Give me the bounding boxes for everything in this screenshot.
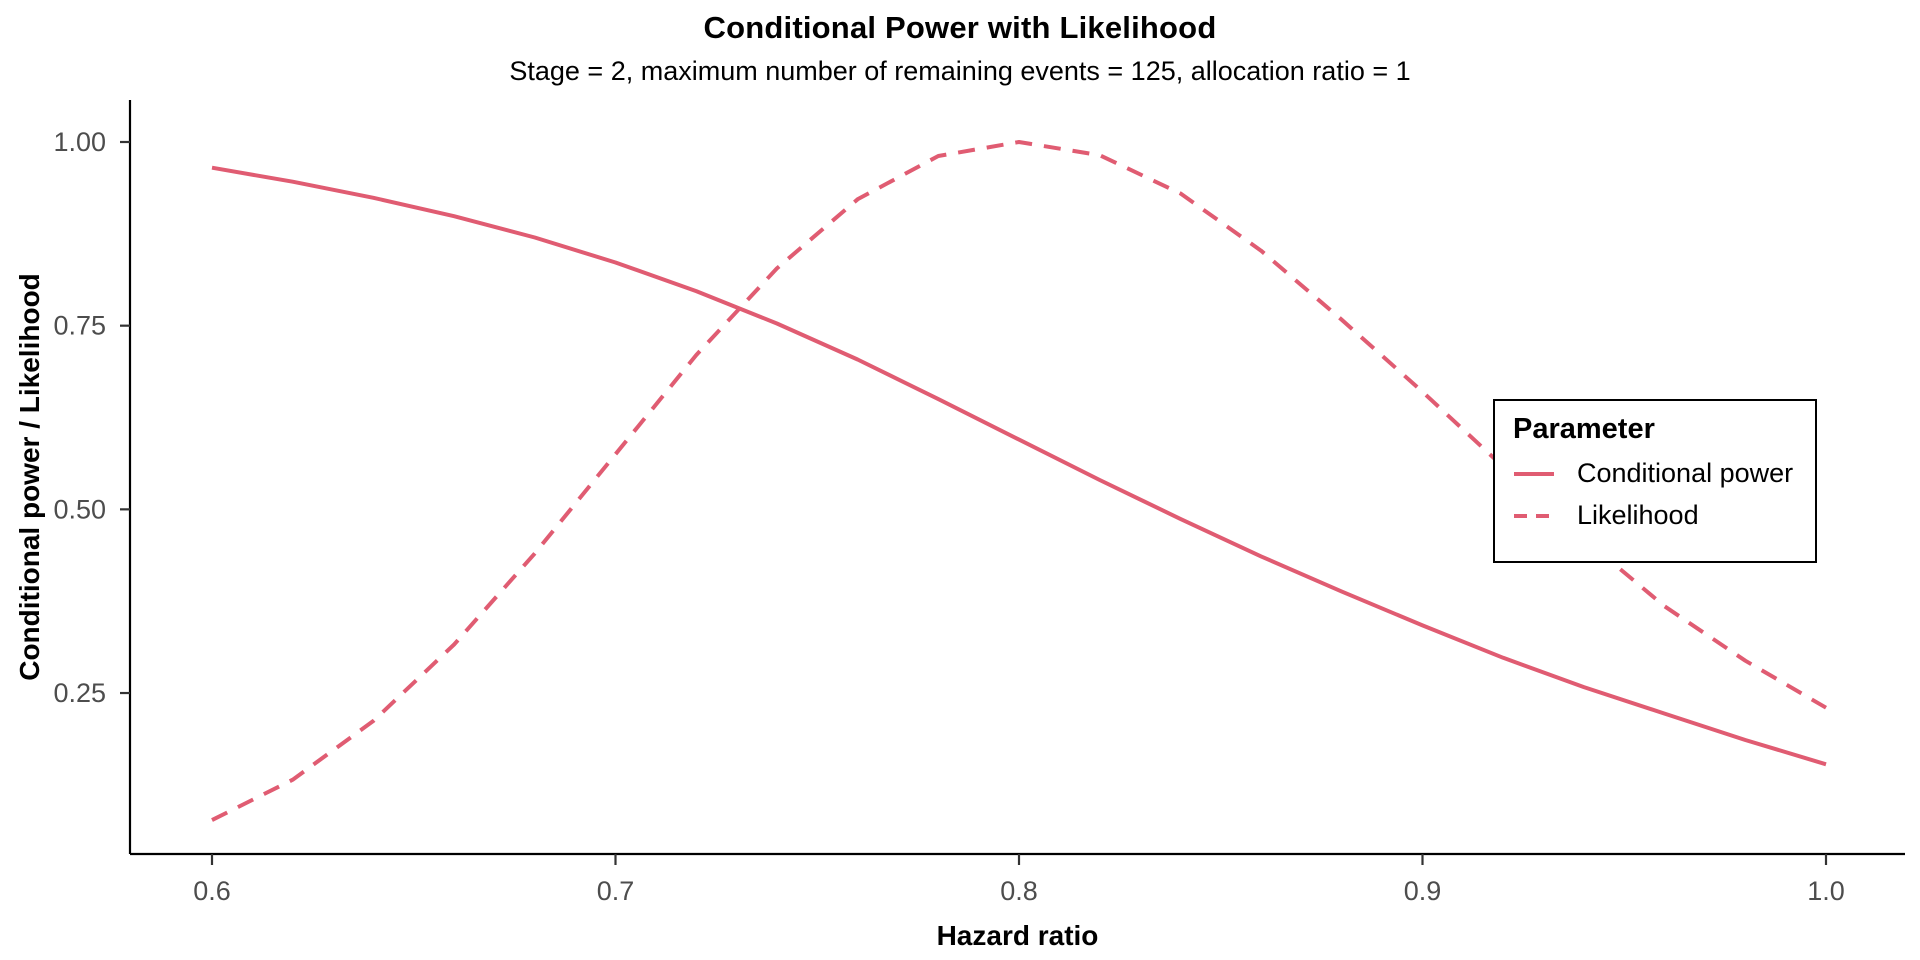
x-tick-label: 0.7 — [597, 876, 635, 906]
y-axis-label: Conditional power / Likelihood — [14, 273, 45, 681]
y-tick-label: 0.75 — [53, 311, 106, 341]
x-tick-label: 0.6 — [193, 876, 231, 906]
y-tick-label: 0.25 — [53, 678, 106, 708]
dashed-line-key-icon — [1514, 513, 1554, 518]
x-tick-label: 0.9 — [1404, 876, 1442, 906]
legend: Parameter Conditional power Likelihood — [1493, 399, 1817, 563]
legend-item-likelihood: Likelihood — [1513, 500, 1815, 531]
chart-subtitle: Stage = 2, maximum number of remaining e… — [509, 56, 1411, 86]
legend-label-likelihood: Likelihood — [1577, 500, 1699, 530]
y-tick-label: 1.00 — [53, 127, 106, 157]
conditional-power-line — [211, 165, 1827, 767]
chart-title: Conditional Power with Likelihood — [703, 10, 1217, 45]
x-tick-label: 0.8 — [1000, 876, 1038, 906]
x-tick-label: 1.0 — [1807, 876, 1845, 906]
x-axis-label: Hazard ratio — [936, 920, 1099, 951]
legend-label-conditional-power: Conditional power — [1577, 458, 1794, 488]
legend-title: Parameter — [1513, 413, 1655, 445]
solid-line-key-icon — [1514, 471, 1554, 476]
legend-item-conditional-power: Conditional power — [1513, 458, 1815, 489]
y-tick-label: 0.50 — [53, 494, 106, 524]
